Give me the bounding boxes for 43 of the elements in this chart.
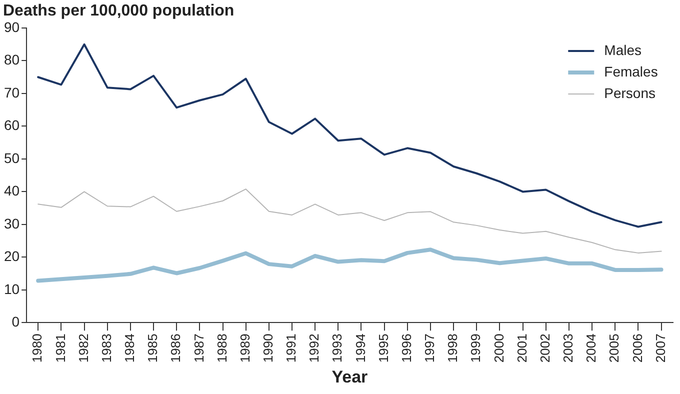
x-tick-label: 1993 xyxy=(330,334,345,363)
y-tick-label: 60 xyxy=(4,117,20,134)
y-tick-label: 70 xyxy=(4,84,20,100)
y-tick-label: 10 xyxy=(4,280,20,297)
y-tick-label: 40 xyxy=(4,182,20,199)
y-tick-label: 30 xyxy=(4,215,20,232)
x-tick-label: 2000 xyxy=(491,334,506,363)
x-tick-label: 1995 xyxy=(376,334,391,363)
x-tick-label: 1982 xyxy=(76,334,91,363)
x-tick-label: 1986 xyxy=(168,334,184,363)
x-tick-label: 2002 xyxy=(537,334,552,363)
x-axis-title: Year xyxy=(332,367,368,386)
x-tick-label: 1981 xyxy=(52,334,68,363)
legend-label: Males xyxy=(604,42,642,58)
y-tick-label: 80 xyxy=(4,52,20,68)
x-tick-label: 1991 xyxy=(284,334,299,363)
x-tick-label: 1994 xyxy=(352,334,368,363)
x-tick-label: 1985 xyxy=(145,334,160,363)
x-tick-label: 1983 xyxy=(98,334,114,363)
x-tick-label: 1984 xyxy=(122,334,138,363)
legend-label: Persons xyxy=(604,84,656,101)
x-tick-label: 2004 xyxy=(584,334,599,363)
y-tick-label: 50 xyxy=(4,150,20,166)
x-tick-label: 1996 xyxy=(398,334,414,363)
x-tick-label: 1989 xyxy=(237,334,252,363)
x-tick-label: 2003 xyxy=(560,334,576,363)
x-tick-label: 1980 xyxy=(30,334,45,363)
y-axis-title: Deaths per 100,000 population xyxy=(3,2,234,20)
x-tick-label: 1987 xyxy=(191,334,206,363)
x-tick-label: 2005 xyxy=(606,334,622,363)
y-tick-label: 90 xyxy=(4,18,20,35)
x-tick-label: 1997 xyxy=(422,334,438,363)
x-tick-label: 2007 xyxy=(652,334,668,363)
x-tick-label: 2001 xyxy=(514,334,530,363)
y-tick-label: 20 xyxy=(4,248,20,264)
x-tick-label: 1999 xyxy=(468,334,484,363)
x-tick-label: 2006 xyxy=(630,334,645,363)
x-tick-label: 1992 xyxy=(306,334,322,363)
x-tick-label: 1990 xyxy=(260,334,276,363)
legend-label: Females xyxy=(604,63,658,80)
y-tick-label: 0 xyxy=(12,314,20,330)
x-tick-label: 1998 xyxy=(445,334,460,363)
x-tick-label: 1988 xyxy=(214,334,230,363)
